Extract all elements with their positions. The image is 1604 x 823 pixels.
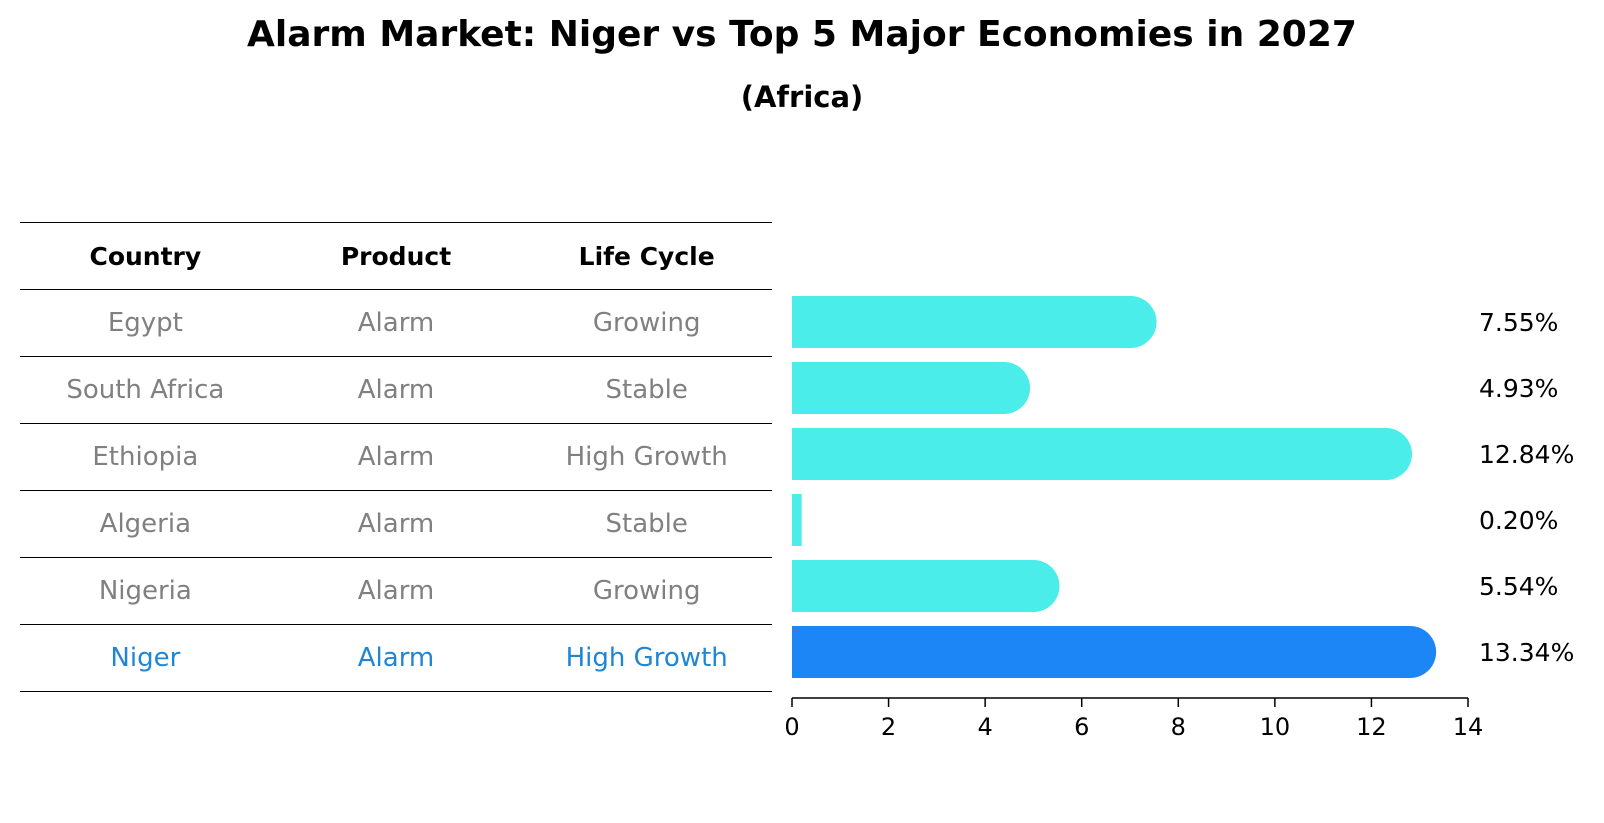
country-cell: Nigeria <box>98 576 192 606</box>
bar-egypt <box>792 296 1157 348</box>
value-label: 7.55% <box>1479 308 1558 337</box>
value-label: 13.34% <box>1479 638 1574 667</box>
bar-algeria <box>792 494 802 546</box>
country-cell: Ethiopia <box>92 442 199 472</box>
header-product: Product <box>340 241 452 271</box>
table-header: Country Product Life Cycle <box>20 222 772 289</box>
x-tick-label: 6 <box>1074 713 1089 741</box>
life-cycle-cell: High Growth <box>565 643 728 673</box>
x-tick-label: 0 <box>784 713 799 741</box>
x-tick-label: 14 <box>1453 713 1484 741</box>
table-row: South Africa Alarm Stable <box>20 356 772 423</box>
product-cell: Alarm <box>357 509 435 539</box>
value-label: 0.20% <box>1479 506 1558 535</box>
x-tick-label: 8 <box>1171 713 1186 741</box>
value-label: 4.93% <box>1479 374 1558 403</box>
product-cell: Alarm <box>357 308 435 338</box>
table-row: Egypt Alarm Growing <box>20 289 772 356</box>
product-cell: Alarm <box>357 375 435 405</box>
value-label: 5.54% <box>1479 572 1558 601</box>
table-row-highlight: Niger Alarm High Growth <box>20 624 772 692</box>
chart-title: Alarm Market: Niger vs Top 5 Major Econo… <box>247 14 1357 55</box>
header-life-cycle: Life Cycle <box>578 241 715 271</box>
chart-subtitle: (Africa) <box>740 80 864 114</box>
value-label: 12.84% <box>1479 440 1574 469</box>
life-cycle-cell: Growing <box>592 308 701 338</box>
x-tick-label: 4 <box>978 713 993 741</box>
life-cycle-cell: Stable <box>605 375 688 405</box>
table-row: Nigeria Alarm Growing <box>20 557 772 624</box>
life-cycle-cell: High Growth <box>565 442 728 472</box>
country-cell: Egypt <box>107 308 183 338</box>
x-tick-label: 2 <box>881 713 896 741</box>
bar-south-africa <box>792 362 1031 414</box>
product-cell: Alarm <box>357 442 435 472</box>
bar-ethiopia <box>792 428 1412 480</box>
table-row: Ethiopia Alarm High Growth <box>20 423 772 490</box>
country-cell: Algeria <box>99 509 192 539</box>
x-tick-label: 12 <box>1356 713 1387 741</box>
product-cell: Alarm <box>357 643 435 673</box>
country-cell: Niger <box>110 643 181 673</box>
country-table: Country Product Life Cycle Egypt Alarm G… <box>20 222 772 692</box>
bar-niger <box>792 626 1437 678</box>
table-row: Algeria Alarm Stable <box>20 490 772 557</box>
life-cycle-cell: Growing <box>592 576 701 606</box>
life-cycle-cell: Stable <box>605 509 688 539</box>
bar-nigeria <box>792 560 1060 612</box>
x-tick-label: 10 <box>1260 713 1291 741</box>
header-country: Country <box>89 241 202 271</box>
country-cell: South Africa <box>66 375 225 405</box>
product-cell: Alarm <box>357 576 435 606</box>
